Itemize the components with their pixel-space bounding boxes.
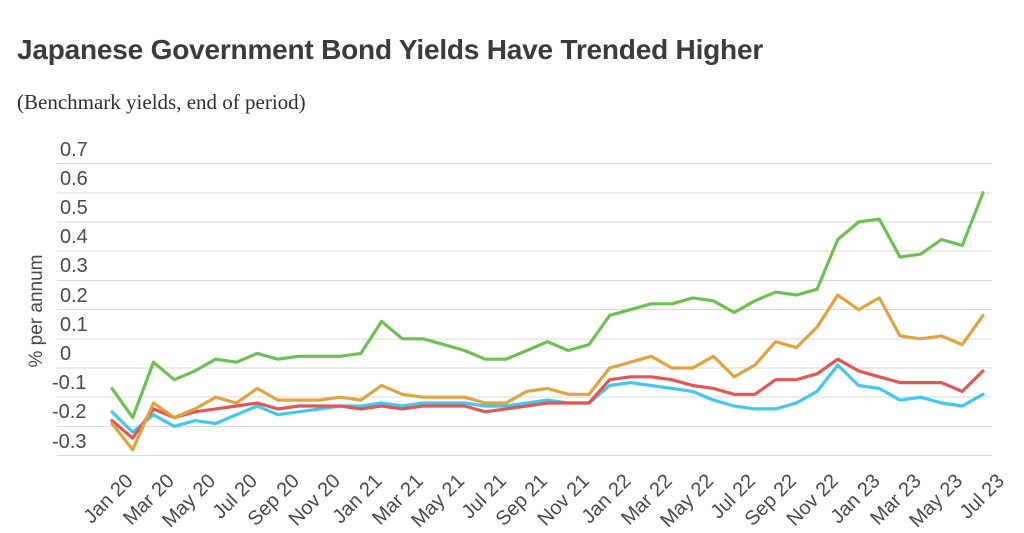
chart-subtitle: (Benchmark yields, end of period) (17, 90, 306, 114)
y-tick-label: 0 (60, 343, 72, 365)
series-red-line (110, 357, 985, 440)
y-tick-label: 0.4 (60, 226, 88, 249)
line-chart (57, 163, 992, 457)
y-tick-label: 0.5 (60, 197, 88, 219)
y-tick-label: -0.1 (52, 372, 87, 395)
chart-page: { "header": { "title": "Japanese Governm… (17, 34, 1009, 532)
y-tick-label: 0.3 (60, 255, 88, 278)
y-tick-label: 0.2 (60, 284, 88, 307)
chart-title: Japanese Government Bond Yields Have Tre… (17, 34, 764, 65)
series-green-line (110, 191, 985, 420)
y-tick-label: -0.3 (52, 430, 87, 453)
series-lines (110, 191, 985, 452)
y-tick-label: 0.7 (60, 138, 88, 161)
series-orange-line (110, 293, 985, 452)
y-tick-label: 0.6 (60, 167, 88, 190)
y-tick-label: -0.2 (52, 401, 87, 424)
series-blue-line (110, 363, 985, 434)
y-tick-label: 0.1 (60, 313, 88, 336)
